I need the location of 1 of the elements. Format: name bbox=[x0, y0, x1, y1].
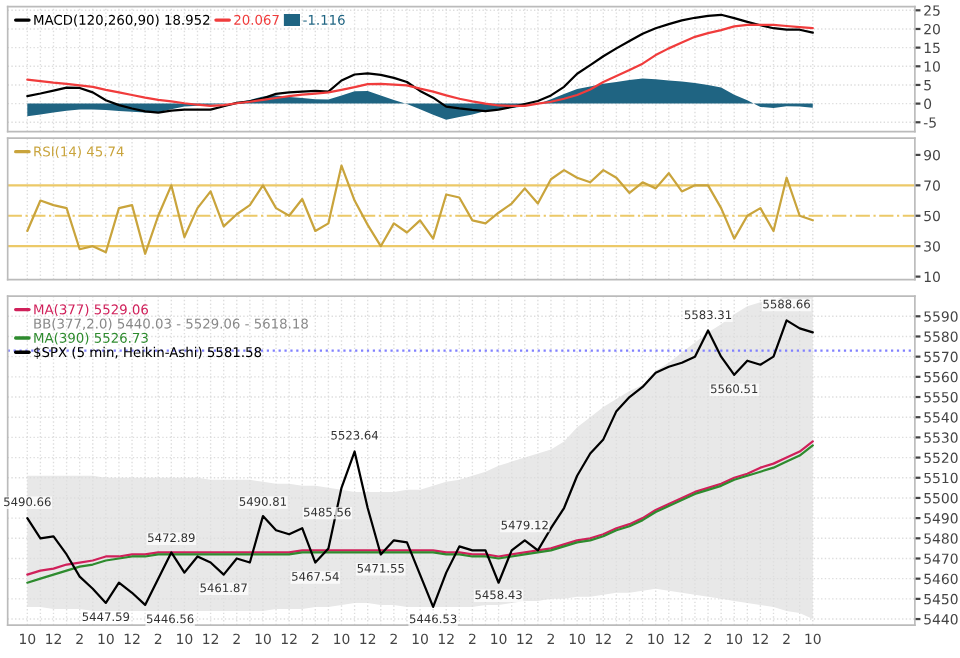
line-series bbox=[26, 164, 814, 255]
